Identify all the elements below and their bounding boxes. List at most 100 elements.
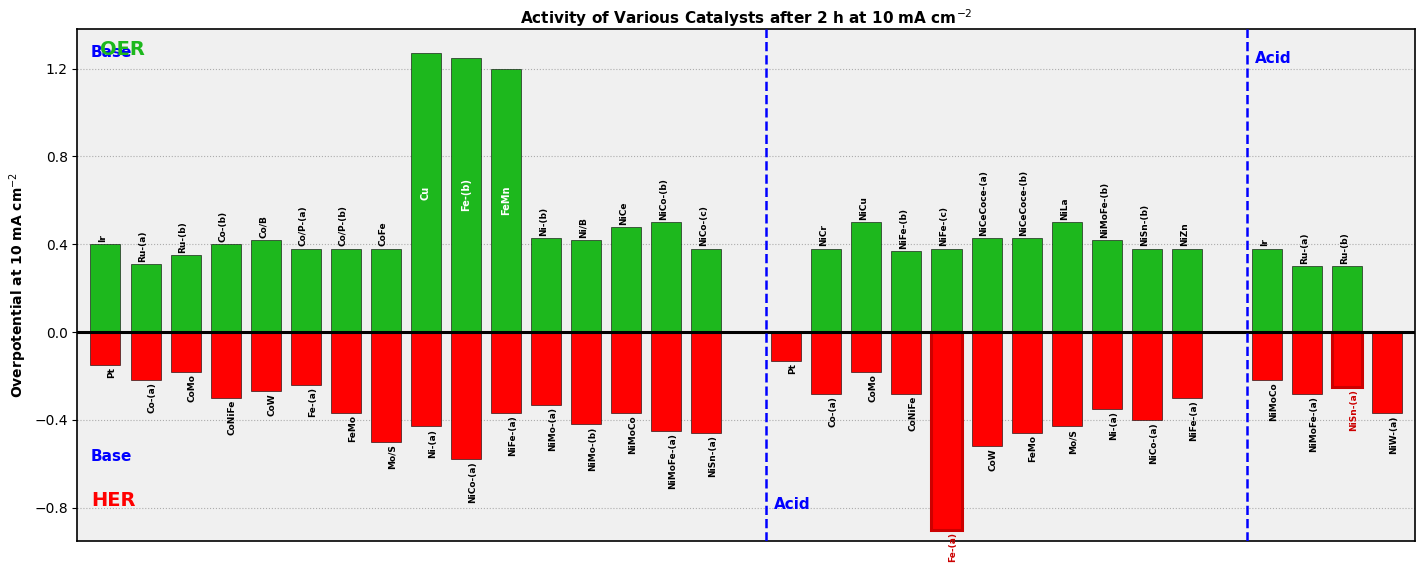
Bar: [250, 332, 280, 392]
Text: Pt: Pt: [108, 367, 117, 378]
Bar: [131, 332, 161, 380]
Bar: [931, 249, 961, 332]
Text: NiCeCoce-(b): NiCeCoce-(b): [1020, 169, 1028, 235]
Text: Ni-(a): Ni-(a): [428, 429, 437, 458]
Bar: [411, 54, 441, 332]
Bar: [1052, 222, 1082, 332]
Text: NiCu: NiCu: [859, 196, 869, 220]
Bar: [1092, 240, 1122, 332]
Bar: [892, 332, 921, 393]
Bar: [1132, 249, 1162, 332]
Bar: [852, 222, 882, 332]
Bar: [771, 332, 802, 361]
Text: Mo/S: Mo/S: [1069, 429, 1078, 454]
Bar: [812, 332, 842, 393]
Text: OER: OER: [100, 40, 145, 59]
Bar: [1011, 238, 1041, 332]
Text: CoW: CoW: [988, 449, 998, 471]
Text: CoNiFe: CoNiFe: [228, 400, 236, 435]
Text: CoNiFe: CoNiFe: [909, 396, 917, 431]
Bar: [1332, 266, 1362, 332]
Text: NiMoFe-(a): NiMoFe-(a): [1308, 396, 1318, 451]
Bar: [331, 249, 361, 332]
Text: NiCo-(b): NiCo-(b): [660, 178, 668, 220]
Text: Pt: Pt: [788, 363, 798, 374]
Text: Acid: Acid: [775, 497, 811, 512]
Text: NiFe-(a): NiFe-(a): [1189, 400, 1197, 441]
Bar: [371, 249, 401, 332]
Bar: [451, 332, 481, 459]
Text: NiMo-(a): NiMo-(a): [547, 407, 557, 451]
Bar: [411, 332, 441, 426]
Bar: [572, 240, 602, 332]
Text: NiFe-(a): NiFe-(a): [508, 416, 518, 456]
Bar: [651, 332, 681, 431]
Text: Co-(a): Co-(a): [829, 396, 838, 426]
Bar: [691, 249, 721, 332]
Text: Co/B: Co/B: [259, 215, 267, 238]
Text: Ru-(b): Ru-(b): [1340, 233, 1349, 264]
Bar: [1251, 332, 1281, 380]
Bar: [171, 332, 201, 372]
Text: NiMoFe-(b): NiMoFe-(b): [1099, 182, 1109, 238]
Text: NiMo-(b): NiMo-(b): [589, 426, 597, 471]
Bar: [210, 245, 240, 332]
Text: Base: Base: [91, 449, 132, 463]
Bar: [91, 245, 121, 332]
Text: Ru-(a): Ru-(a): [1300, 233, 1308, 264]
Text: HER: HER: [91, 491, 135, 510]
Bar: [1332, 332, 1362, 387]
Bar: [1293, 266, 1322, 332]
Text: Base: Base: [91, 44, 132, 59]
Bar: [131, 264, 161, 332]
Text: NiW-(a): NiW-(a): [1389, 416, 1398, 454]
Text: Mo/S: Mo/S: [388, 444, 397, 469]
Bar: [491, 332, 520, 413]
Text: NiFe-(b): NiFe-(b): [900, 207, 909, 249]
Bar: [1293, 332, 1322, 393]
Text: CoFe: CoFe: [378, 222, 388, 246]
Text: CoMo: CoMo: [188, 374, 196, 402]
Text: FeMn: FeMn: [501, 186, 510, 215]
Text: NiSn-(a): NiSn-(a): [1349, 389, 1358, 431]
Bar: [491, 69, 520, 332]
Bar: [530, 238, 562, 332]
Bar: [611, 332, 641, 413]
Text: Co-(b): Co-(b): [219, 211, 228, 242]
Bar: [1011, 332, 1041, 433]
Text: Fe-(a): Fe-(a): [307, 387, 317, 417]
Text: Co-(a): Co-(a): [148, 382, 156, 413]
Text: Cu: Cu: [421, 186, 431, 200]
Text: NiCo-(a): NiCo-(a): [1149, 422, 1158, 464]
Bar: [451, 58, 481, 332]
Text: NiSn-(a): NiSn-(a): [708, 435, 717, 477]
Bar: [572, 332, 602, 424]
Text: Ir: Ir: [1260, 239, 1268, 246]
Bar: [250, 240, 280, 332]
Text: NiMoFe-(a): NiMoFe-(a): [668, 433, 677, 489]
Bar: [331, 332, 361, 413]
Bar: [852, 332, 882, 372]
Text: NiMoCo: NiMoCo: [1268, 382, 1278, 421]
Bar: [1172, 332, 1202, 398]
Bar: [371, 332, 401, 442]
Text: Fe-(a): Fe-(a): [948, 532, 957, 562]
Text: CoW: CoW: [267, 393, 277, 416]
Bar: [1372, 332, 1402, 413]
Text: FeMo: FeMo: [348, 416, 357, 442]
Text: Fe-(b): Fe-(b): [461, 178, 471, 211]
Text: Co/P-(b): Co/P-(b): [338, 206, 348, 246]
Text: NiCeCoce-(a): NiCeCoce-(a): [980, 170, 988, 235]
Bar: [530, 332, 562, 405]
Bar: [971, 332, 1001, 446]
Text: NiMoCo: NiMoCo: [629, 416, 637, 454]
Text: Co/P-(a): Co/P-(a): [299, 206, 307, 246]
Bar: [812, 249, 842, 332]
Text: NiFe-(c): NiFe-(c): [940, 206, 948, 246]
Text: Acid: Acid: [1254, 51, 1291, 66]
Bar: [1092, 332, 1122, 409]
Text: CoMo: CoMo: [869, 374, 877, 402]
Bar: [691, 332, 721, 433]
Text: Ni-(a): Ni-(a): [1109, 411, 1118, 440]
Text: NiLa: NiLa: [1059, 198, 1069, 220]
